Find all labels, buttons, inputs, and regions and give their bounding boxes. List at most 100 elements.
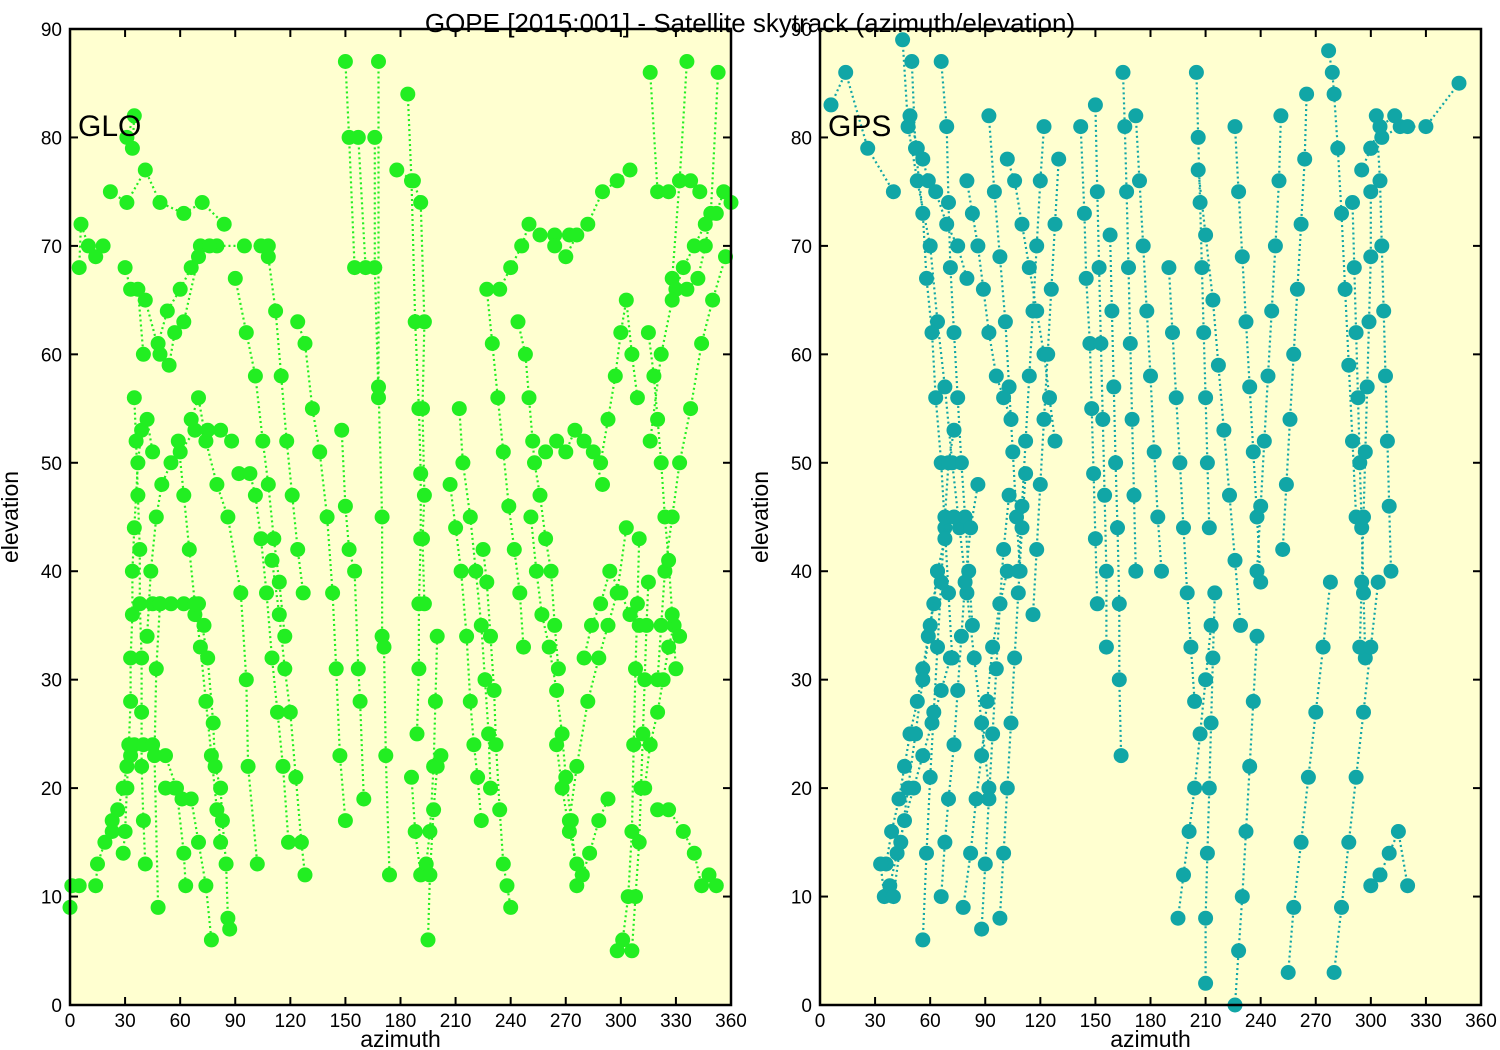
track-point <box>547 227 563 243</box>
track-point <box>626 737 642 753</box>
track-point <box>1018 433 1034 449</box>
track-point <box>595 477 610 492</box>
track-point <box>473 813 489 829</box>
track-point <box>1047 433 1063 449</box>
x-tick-label: 60 <box>920 1011 941 1032</box>
x-tick-label: 360 <box>1465 1011 1497 1032</box>
track-point <box>198 433 214 449</box>
track-point <box>1194 260 1210 276</box>
track-point <box>1172 455 1188 471</box>
track-point <box>569 227 585 243</box>
track-point <box>964 617 980 633</box>
track-point <box>271 607 287 623</box>
track-point <box>521 216 537 232</box>
track-point <box>968 791 984 807</box>
track-point <box>569 758 585 774</box>
track-point <box>220 509 236 525</box>
track-point <box>176 596 192 612</box>
track-point <box>1076 205 1092 221</box>
track-point <box>1352 639 1368 655</box>
track-point <box>607 368 623 384</box>
track-point <box>134 704 150 720</box>
track-point <box>664 607 680 623</box>
track-point <box>893 834 909 850</box>
track-point <box>88 249 104 265</box>
track-point <box>172 281 188 297</box>
track-point <box>672 455 688 471</box>
track-point <box>646 368 662 384</box>
track-point <box>135 813 151 829</box>
track-point <box>915 151 931 167</box>
track-point <box>928 390 944 406</box>
track-point <box>119 195 135 210</box>
track-point <box>350 129 366 145</box>
track-point <box>622 607 638 623</box>
track-point <box>1363 140 1379 156</box>
track-point <box>167 325 183 341</box>
track-point <box>622 162 638 178</box>
track-point <box>981 108 997 124</box>
track-point <box>661 184 677 200</box>
track-point <box>124 563 140 579</box>
track-point <box>661 552 677 568</box>
track-point <box>538 531 554 547</box>
track-point <box>484 336 500 351</box>
track-point <box>110 802 126 818</box>
track-point <box>683 173 699 189</box>
track-point <box>1203 617 1219 633</box>
track-point <box>549 433 565 449</box>
track-point <box>937 531 953 547</box>
track-point <box>1348 769 1364 785</box>
track-point <box>154 477 170 492</box>
track-point <box>1326 86 1342 102</box>
track-point <box>420 932 436 948</box>
track-point <box>538 444 554 460</box>
track-point <box>218 856 234 872</box>
track-point <box>264 650 280 666</box>
track-point <box>1078 270 1094 286</box>
track-point <box>422 867 438 883</box>
track-point <box>692 184 708 200</box>
y-tick-label: 40 <box>791 562 812 583</box>
track-point <box>275 758 291 774</box>
track-point <box>150 899 166 915</box>
satellite-track <box>829 69 895 193</box>
track-point <box>328 661 344 677</box>
track-point <box>661 639 677 655</box>
track-point <box>1003 715 1019 731</box>
x-tick-label: 120 <box>1024 1011 1056 1032</box>
track-point <box>629 390 645 406</box>
track-point <box>657 509 673 525</box>
y-tick-label: 50 <box>791 454 812 475</box>
track-point <box>628 661 643 677</box>
track-point <box>152 596 168 612</box>
satellite-track <box>1195 72 1211 528</box>
track-point <box>1418 119 1434 135</box>
x-tick-label: 150 <box>330 1011 362 1032</box>
track-point <box>1198 910 1214 926</box>
track-point <box>297 336 313 351</box>
track-point <box>650 802 666 818</box>
track-point <box>1245 444 1261 460</box>
track-point <box>1242 379 1258 395</box>
track-point <box>1198 975 1214 991</box>
track-point <box>928 184 944 200</box>
track-point <box>159 303 175 319</box>
track-point <box>1222 487 1237 503</box>
track-point <box>1280 965 1296 980</box>
track-point <box>1179 585 1195 601</box>
track-point <box>953 455 969 471</box>
track-point <box>900 780 916 796</box>
track-point <box>1297 151 1313 167</box>
track-point <box>1245 693 1261 709</box>
track-point <box>1043 281 1059 297</box>
track-point <box>516 639 531 655</box>
track-point <box>1234 889 1250 905</box>
track-point <box>1315 639 1331 655</box>
track-point <box>213 780 229 796</box>
track-point <box>718 249 733 265</box>
track-point <box>71 260 87 276</box>
track-point <box>222 921 238 937</box>
track-point <box>629 596 645 612</box>
track-point <box>137 292 153 308</box>
